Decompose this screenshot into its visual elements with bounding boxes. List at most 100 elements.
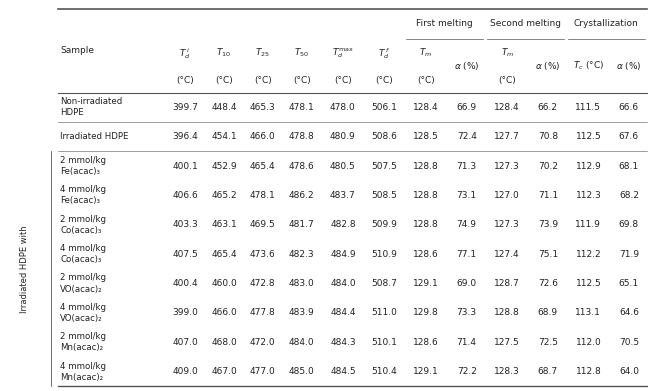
- Text: 400.1: 400.1: [172, 161, 198, 170]
- Text: 65.1: 65.1: [619, 279, 639, 288]
- Text: 481.7: 481.7: [289, 220, 314, 229]
- Text: 128.4: 128.4: [494, 103, 520, 112]
- Text: 111.5: 111.5: [575, 103, 601, 112]
- Text: 112.0: 112.0: [575, 338, 601, 347]
- Text: 73.9: 73.9: [538, 220, 558, 229]
- Text: 64.0: 64.0: [619, 367, 639, 376]
- Text: 400.4: 400.4: [172, 279, 198, 288]
- Text: 66.9: 66.9: [457, 103, 477, 112]
- Text: 473.6: 473.6: [250, 250, 275, 259]
- Text: 466.0: 466.0: [250, 132, 275, 141]
- Text: 112.9: 112.9: [575, 161, 601, 170]
- Text: First melting: First melting: [416, 19, 472, 28]
- Text: 72.2: 72.2: [457, 367, 476, 376]
- Text: 396.4: 396.4: [172, 132, 198, 141]
- Text: $\alpha$ (%): $\alpha$ (%): [535, 60, 561, 72]
- Text: 112.2: 112.2: [575, 250, 601, 259]
- Text: (°C): (°C): [254, 75, 272, 84]
- Text: 483.0: 483.0: [289, 279, 314, 288]
- Text: 477.8: 477.8: [250, 308, 275, 317]
- Text: 463.1: 463.1: [211, 220, 237, 229]
- Text: 128.5: 128.5: [413, 132, 439, 141]
- Text: 2 mmol/kg
Mn(acac)₂: 2 mmol/kg Mn(acac)₂: [60, 332, 106, 352]
- Text: 73.1: 73.1: [457, 191, 477, 200]
- Text: $T_m$: $T_m$: [501, 47, 514, 59]
- Text: Irradiated HDPE: Irradiated HDPE: [60, 132, 129, 141]
- Text: 128.3: 128.3: [494, 367, 520, 376]
- Text: 64.6: 64.6: [619, 308, 639, 317]
- Text: 4 mmol/kg
VO(acac)₂: 4 mmol/kg VO(acac)₂: [60, 303, 106, 323]
- Text: 72.6: 72.6: [538, 279, 558, 288]
- Text: 467.0: 467.0: [211, 367, 237, 376]
- Text: 454.1: 454.1: [211, 132, 237, 141]
- Text: 478.8: 478.8: [289, 132, 314, 141]
- Text: 407.0: 407.0: [172, 338, 198, 347]
- Text: 409.0: 409.0: [172, 367, 198, 376]
- Text: 480.5: 480.5: [330, 161, 356, 170]
- Text: 485.0: 485.0: [289, 367, 314, 376]
- Text: 112.5: 112.5: [575, 279, 601, 288]
- Text: 70.5: 70.5: [619, 338, 639, 347]
- Text: 477.0: 477.0: [250, 367, 275, 376]
- Text: 511.0: 511.0: [371, 308, 397, 317]
- Text: 128.8: 128.8: [413, 220, 439, 229]
- Text: 469.5: 469.5: [250, 220, 275, 229]
- Text: 482.3: 482.3: [289, 250, 314, 259]
- Text: 4 mmol/kg
Fe(acac)₃: 4 mmol/kg Fe(acac)₃: [60, 185, 106, 206]
- Text: 508.7: 508.7: [371, 279, 397, 288]
- Text: 71.4: 71.4: [457, 338, 477, 347]
- Text: 403.3: 403.3: [172, 220, 198, 229]
- Text: 507.5: 507.5: [371, 161, 397, 170]
- Text: 472.0: 472.0: [250, 338, 275, 347]
- Text: (°C): (°C): [176, 75, 194, 84]
- Text: 66.6: 66.6: [619, 103, 639, 112]
- Text: 2 mmol/kg
VO(acac)₂: 2 mmol/kg VO(acac)₂: [60, 273, 106, 294]
- Text: 478.1: 478.1: [250, 191, 275, 200]
- Text: (°C): (°C): [293, 75, 310, 84]
- Text: $T_{10}$: $T_{10}$: [216, 47, 231, 59]
- Text: 129.1: 129.1: [413, 279, 439, 288]
- Text: 66.2: 66.2: [538, 103, 558, 112]
- Text: 399.7: 399.7: [172, 103, 198, 112]
- Text: 478.0: 478.0: [330, 103, 356, 112]
- Text: 75.1: 75.1: [538, 250, 558, 259]
- Text: $T_d^{\,f}$: $T_d^{\,f}$: [378, 46, 390, 61]
- Text: 465.2: 465.2: [211, 191, 237, 200]
- Text: $T_d^{\,i}$: $T_d^{\,i}$: [179, 46, 191, 61]
- Text: 67.6: 67.6: [619, 132, 639, 141]
- Text: 399.0: 399.0: [172, 308, 198, 317]
- Text: 508.5: 508.5: [371, 191, 397, 200]
- Text: 71.9: 71.9: [619, 250, 639, 259]
- Text: 128.6: 128.6: [413, 250, 439, 259]
- Text: 506.1: 506.1: [371, 103, 397, 112]
- Text: 68.7: 68.7: [538, 367, 558, 376]
- Text: $T_{50}$: $T_{50}$: [294, 47, 309, 59]
- Text: 509.9: 509.9: [371, 220, 397, 229]
- Text: 127.3: 127.3: [494, 161, 520, 170]
- Text: 483.9: 483.9: [289, 308, 314, 317]
- Text: 127.0: 127.0: [494, 191, 520, 200]
- Text: $T_c$ (°C): $T_c$ (°C): [573, 59, 604, 72]
- Text: 69.0: 69.0: [457, 279, 477, 288]
- Text: 128.8: 128.8: [494, 308, 520, 317]
- Text: 510.1: 510.1: [371, 338, 397, 347]
- Text: 72.5: 72.5: [538, 338, 558, 347]
- Text: 127.5: 127.5: [494, 338, 520, 347]
- Text: 128.6: 128.6: [413, 338, 439, 347]
- Text: Sample: Sample: [60, 46, 94, 55]
- Text: $\alpha$ (%): $\alpha$ (%): [454, 60, 480, 72]
- Text: Non-irradiated
HDPE: Non-irradiated HDPE: [60, 97, 122, 117]
- Text: 482.8: 482.8: [330, 220, 356, 229]
- Text: 510.9: 510.9: [371, 250, 397, 259]
- Text: 2 mmol/kg
Fe(acac)₃: 2 mmol/kg Fe(acac)₃: [60, 156, 106, 176]
- Text: (°C): (°C): [375, 75, 393, 84]
- Text: 466.0: 466.0: [211, 308, 237, 317]
- Text: 452.9: 452.9: [211, 161, 237, 170]
- Text: 74.9: 74.9: [457, 220, 477, 229]
- Text: 71.3: 71.3: [457, 161, 477, 170]
- Text: 483.7: 483.7: [330, 191, 356, 200]
- Text: 113.1: 113.1: [575, 308, 601, 317]
- Text: 129.8: 129.8: [413, 308, 439, 317]
- Text: 128.4: 128.4: [413, 103, 439, 112]
- Text: 68.9: 68.9: [538, 308, 558, 317]
